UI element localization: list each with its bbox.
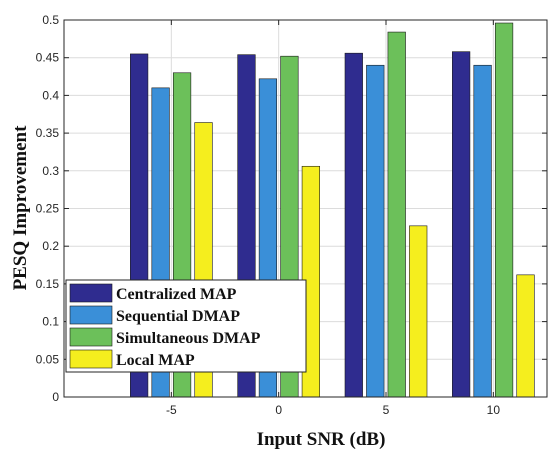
- legend-label: Sequential DMAP: [116, 308, 240, 325]
- x-axis-ticks: -5 0 5 10: [166, 20, 500, 417]
- legend: Centralized MAP Sequential DMAP Simultaneo…: [65, 279, 307, 373]
- legend-label: Centralized MAP: [116, 286, 237, 303]
- y-tick-label: 0.3: [42, 164, 59, 178]
- bar: [344, 52, 363, 398]
- y-tick-label: 0.05: [36, 352, 60, 366]
- legend-swatch: [69, 349, 113, 369]
- legend-swatch: [69, 283, 113, 303]
- y-tick-label: 0.5: [42, 13, 59, 27]
- x-tick-label: 0: [275, 403, 282, 417]
- y-axis-ticks: 0 0.05 0.1 0.15 0.2 0.25 0.3 0.35 0.4 0.45 0.5: [36, 13, 547, 404]
- bar: [516, 274, 535, 398]
- y-tick-label: 0.2: [42, 239, 59, 253]
- x-tick-label: 10: [487, 403, 501, 417]
- bar: [409, 225, 428, 398]
- x-tick-label: -5: [166, 403, 177, 417]
- x-tick-label: 5: [383, 403, 390, 417]
- x-axis-label: Input SNR (dB): [257, 429, 386, 449]
- legend-swatch: [69, 327, 113, 347]
- legend-label: Simultaneous DMAP: [116, 330, 261, 347]
- y-tick-label: 0.1: [42, 315, 59, 329]
- y-tick-label: 0.35: [36, 126, 60, 140]
- y-tick-label: 0.25: [36, 202, 60, 216]
- y-tick-label: 0: [52, 390, 59, 404]
- bar: [387, 31, 406, 398]
- y-tick-label: 0.45: [36, 51, 60, 65]
- legend-swatch: [69, 305, 113, 325]
- bar: [366, 64, 385, 398]
- legend-label: Local MAP: [116, 352, 195, 369]
- y-axis-label: PESQ Improvement: [10, 125, 31, 291]
- bar: [452, 51, 471, 398]
- bar: [494, 22, 514, 398]
- bar: [473, 64, 492, 398]
- y-tick-label: 0.15: [36, 277, 60, 291]
- y-tick-label: 0.4: [42, 88, 59, 102]
